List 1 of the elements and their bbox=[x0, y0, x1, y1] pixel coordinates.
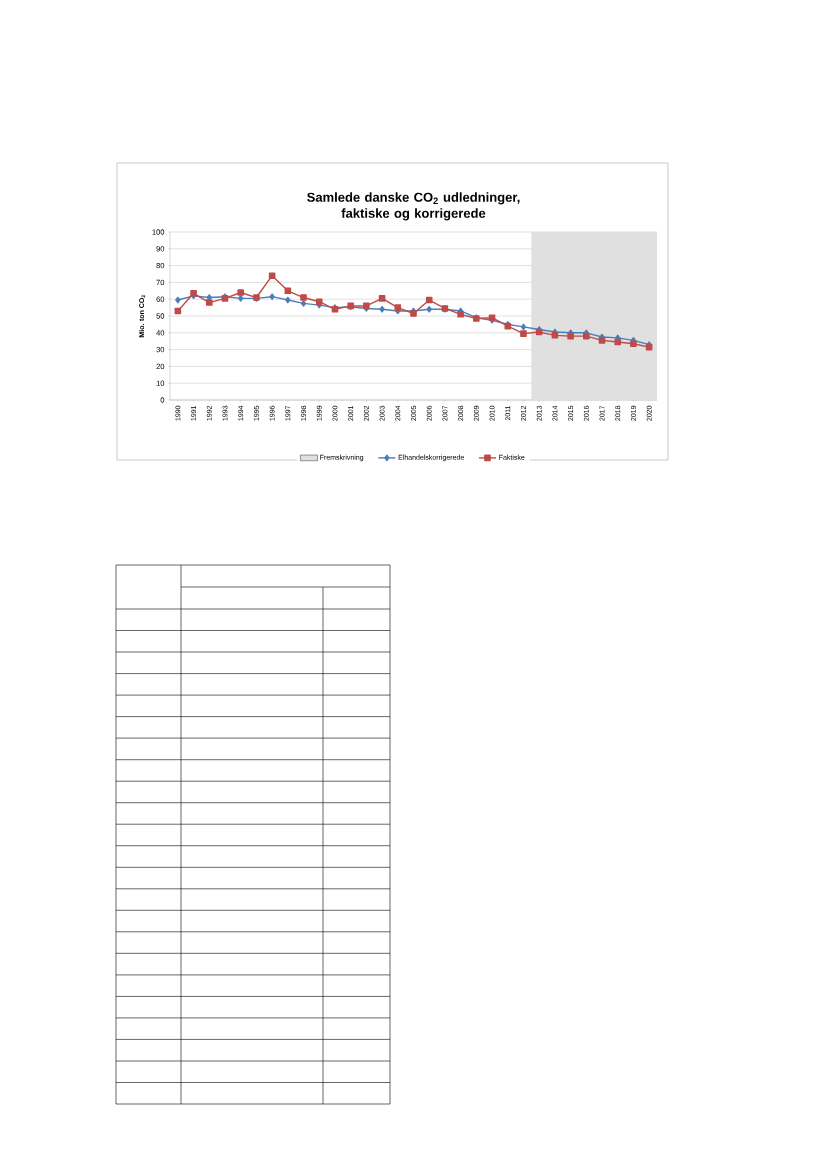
chart-title: Samlede danske CO$_{2}$ udledninger, faktiske og korrigerede bbox=[307, 192, 520, 221]
